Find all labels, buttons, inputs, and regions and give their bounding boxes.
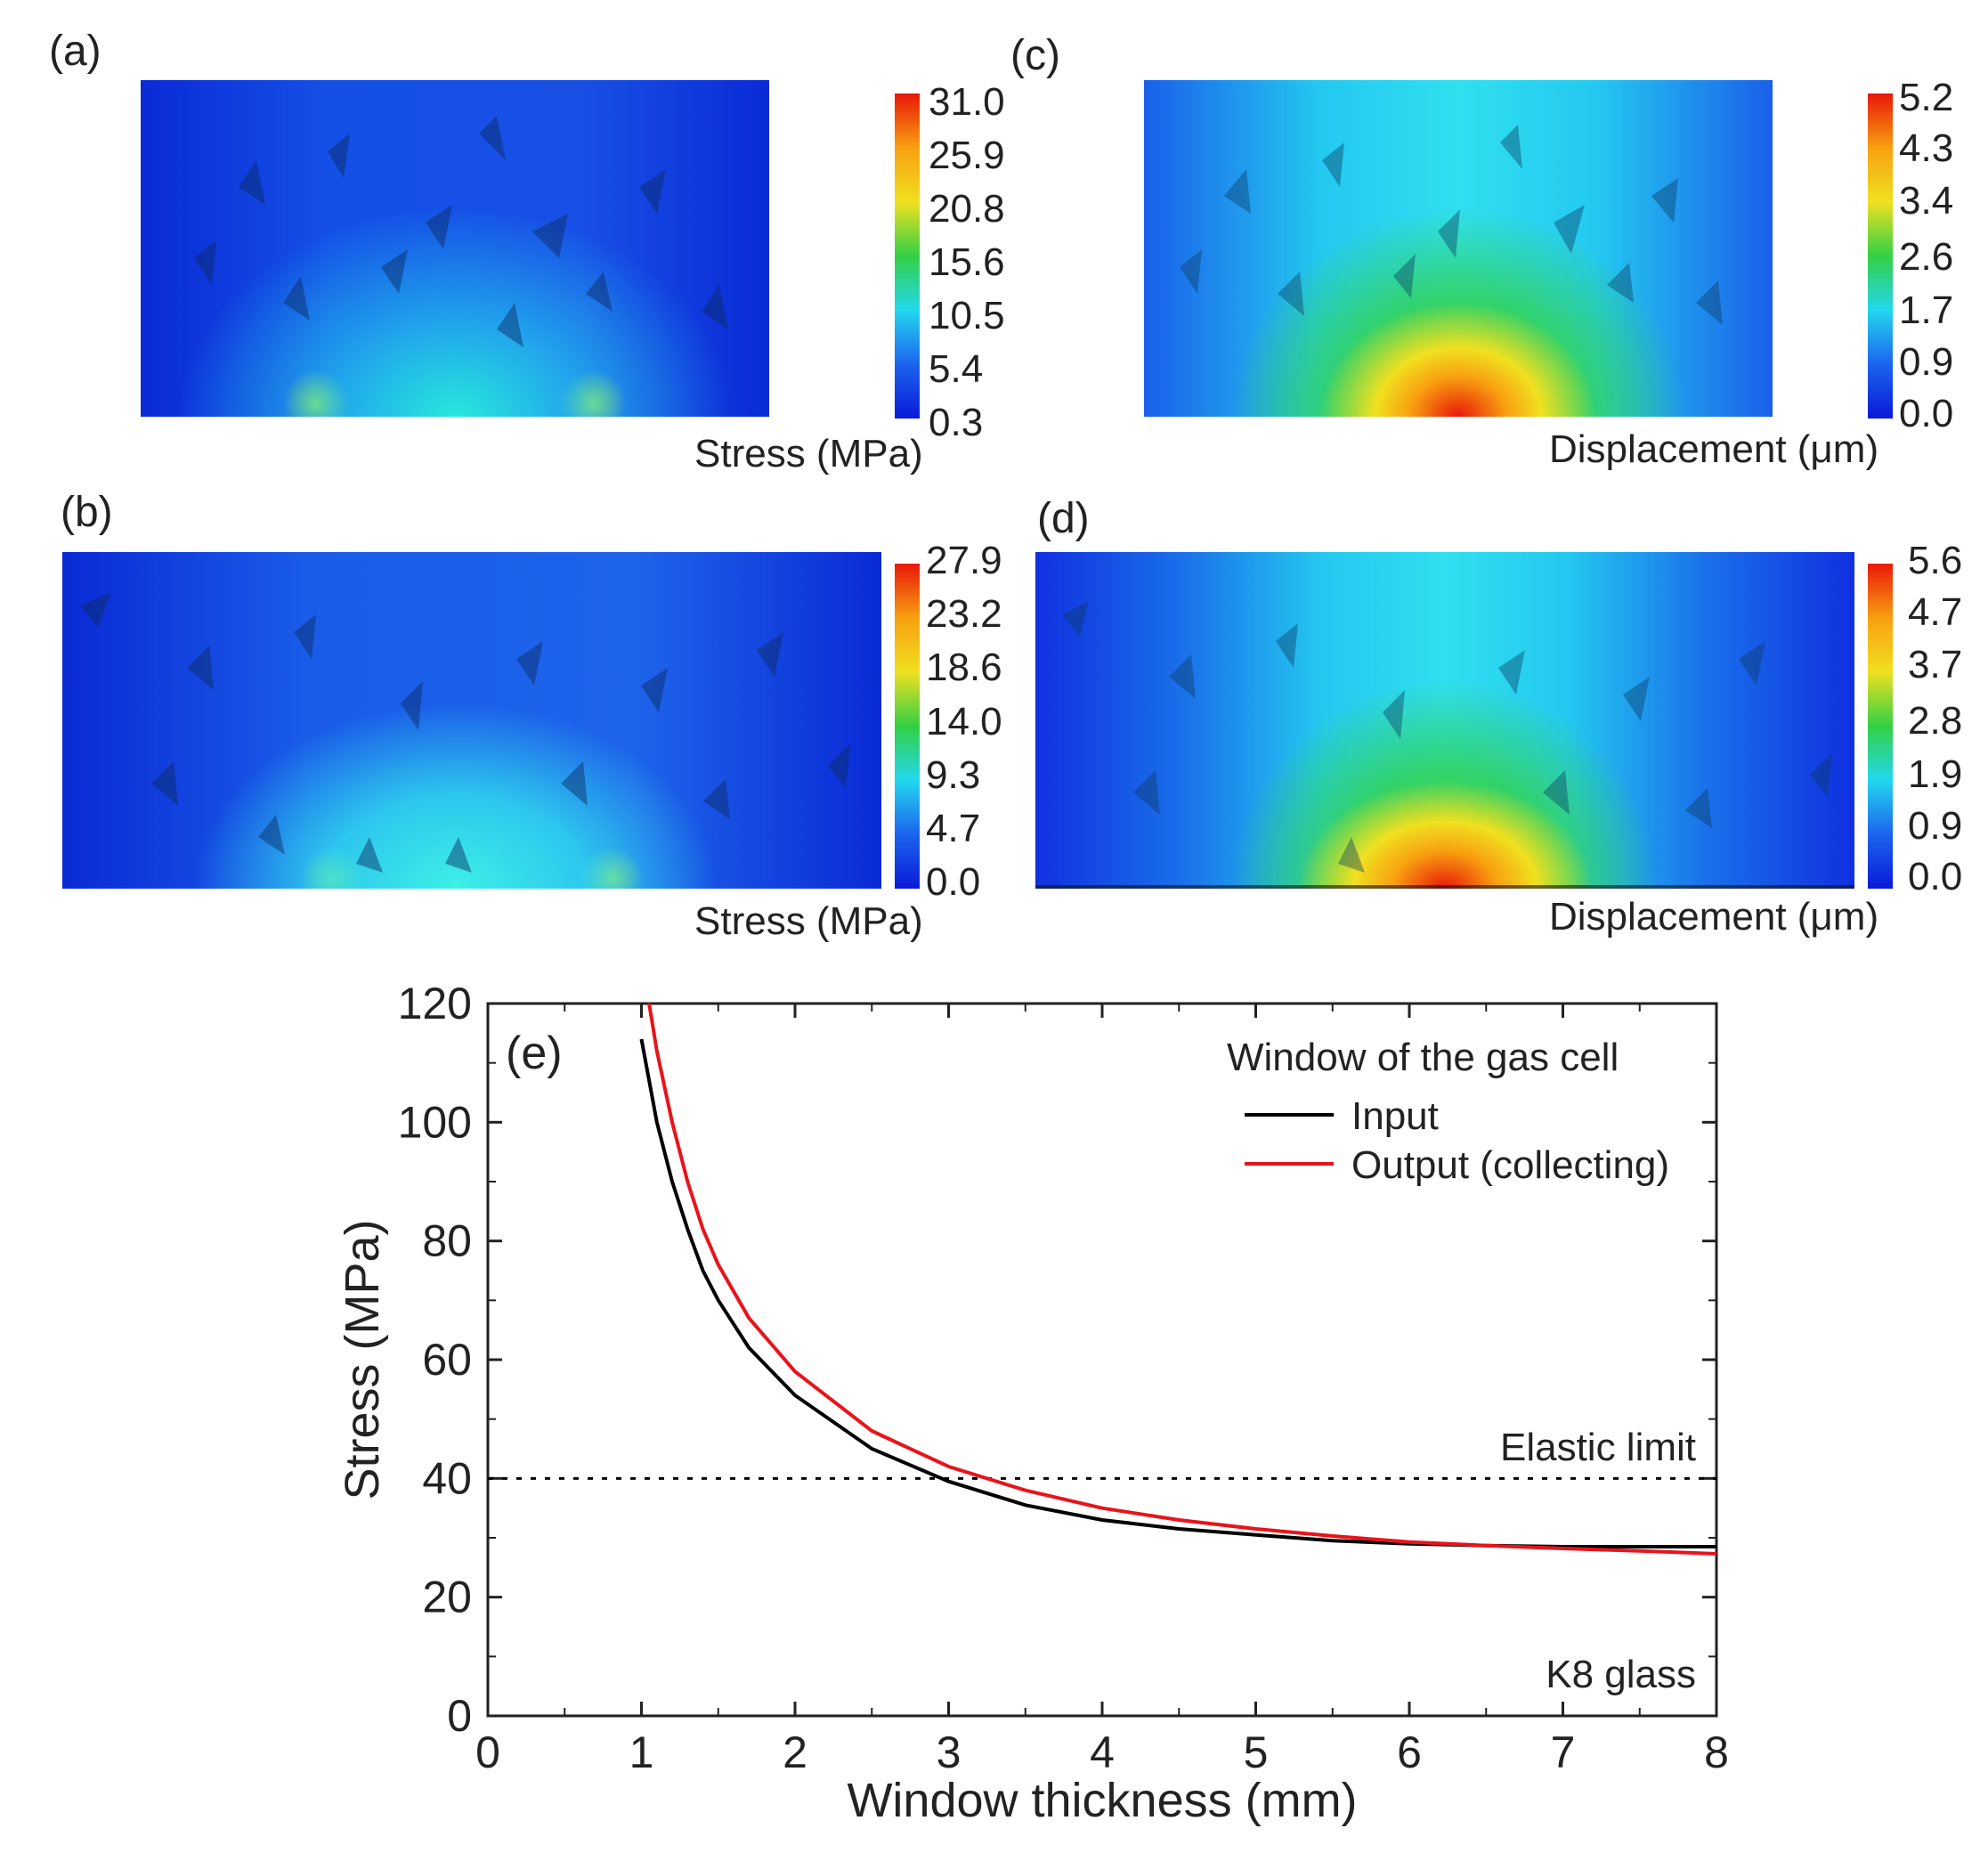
mesh-texture: [1180, 125, 1723, 325]
colorbar-d-tick: 2.8: [1908, 699, 1963, 743]
x-tick-label: 6: [1397, 1727, 1422, 1777]
displacement-heatmap-d: [1035, 552, 1854, 889]
x-tick-label: 4: [1090, 1727, 1115, 1777]
y-tick-label: 120: [398, 979, 472, 1028]
y-tick-label: 100: [398, 1097, 472, 1147]
legend-title: Window of the gas cell: [1227, 1036, 1619, 1079]
panel-a-label: (a): [49, 28, 101, 75]
colorbar-b-tick: 14.0: [926, 700, 1002, 744]
y-axis-title: Stress (MPa): [336, 1219, 389, 1499]
colorbar-b-tick: 23.2: [926, 592, 1002, 636]
colorbar-a-tick: 25.9: [929, 134, 1005, 177]
colorbar-c: [1868, 93, 1893, 419]
y-tick-label: 0: [447, 1691, 472, 1741]
colorbar-b-tick: 18.6: [926, 646, 1002, 689]
mesh-texture: [1035, 601, 1854, 889]
colorbar-a-tick: 10.5: [929, 294, 1005, 337]
series-line-output: [647, 1003, 1717, 1556]
panel-c-label: (c): [1010, 32, 1060, 79]
panel-e-label: (e): [506, 1028, 563, 1079]
y-tick-label: 40: [422, 1453, 472, 1503]
colorbar-c-tick: 0.0: [1899, 392, 1954, 435]
colorbar-d-tick: 3.7: [1908, 643, 1963, 687]
legend-label-output: Output (collecting): [1351, 1143, 1669, 1187]
colorbar-c-tick: 1.7: [1899, 289, 1954, 332]
colorbar-a-tick: 0.3: [929, 401, 984, 444]
series-line-input: [639, 1038, 1716, 1548]
colorbar-b: [895, 564, 920, 889]
colorbar-a-tick: 20.8: [929, 187, 1005, 231]
colorbar-d-tick: 1.9: [1908, 752, 1963, 796]
x-axis-title: Window thickness (mm): [847, 1774, 1357, 1827]
colorbar-a-title: Stress (MPa): [694, 432, 923, 475]
colorbar-c-title: Displacement (μm): [1549, 427, 1879, 471]
colorbar-b-tick: 9.3: [926, 753, 981, 797]
colorbar-a-tick: 31.0: [929, 80, 1005, 124]
colorbar-c-tick: 0.9: [1899, 340, 1954, 384]
stress-heatmap-a: [141, 80, 769, 417]
legend-label-input: Input: [1351, 1094, 1439, 1138]
colorbar-d-tick: 5.6: [1908, 539, 1963, 582]
panel-d-label: (d): [1037, 495, 1090, 542]
panel-b-label: (b): [61, 489, 113, 536]
displacement-heatmap-c: [1144, 80, 1773, 417]
colorbar-d-tick: 0.9: [1908, 804, 1963, 848]
plot-frame: [486, 1002, 1718, 1718]
x-tick-label: 0: [475, 1727, 500, 1777]
colorbar-b-tick: 4.7: [926, 807, 981, 850]
x-tick-label: 5: [1244, 1727, 1269, 1777]
colorbar-d-tick: 0.0: [1908, 855, 1963, 898]
mesh-texture: [194, 116, 728, 347]
colorbar-a: [895, 93, 920, 419]
x-tick-label: 3: [937, 1727, 962, 1777]
colorbar-c-tick: 4.3: [1899, 126, 1954, 170]
k8-glass-annotation: K8 glass: [1546, 1653, 1696, 1696]
colorbar-d: [1868, 564, 1893, 889]
colorbar-c-tick: 3.4: [1899, 179, 1954, 223]
stress-heatmap-b: [62, 552, 881, 889]
colorbar-b-title: Stress (MPa): [694, 899, 923, 943]
colorbar-a-tick: 15.6: [929, 240, 1005, 284]
y-tick-label: 60: [422, 1335, 472, 1385]
x-tick-label: 1: [629, 1727, 654, 1777]
colorbar-d-title: Displacement (μm): [1549, 895, 1879, 939]
colorbar-d-tick: 4.7: [1908, 590, 1963, 634]
colorbar-b-tick: 27.9: [926, 539, 1002, 582]
colorbar-c-tick: 2.6: [1899, 235, 1954, 279]
elastic-limit-label: Elastic limit: [1500, 1426, 1696, 1469]
x-tick-label: 8: [1704, 1727, 1729, 1777]
colorbar-b-tick: 0.0: [926, 860, 981, 904]
mesh-texture: [80, 592, 850, 873]
colorbar-c-tick: 5.2: [1899, 76, 1954, 119]
y-tick-label: 80: [422, 1216, 472, 1266]
x-tick-label: 7: [1551, 1727, 1576, 1777]
colorbar-a-tick: 5.4: [929, 347, 984, 391]
y-tick-label: 20: [422, 1573, 472, 1622]
x-tick-label: 2: [783, 1727, 807, 1777]
